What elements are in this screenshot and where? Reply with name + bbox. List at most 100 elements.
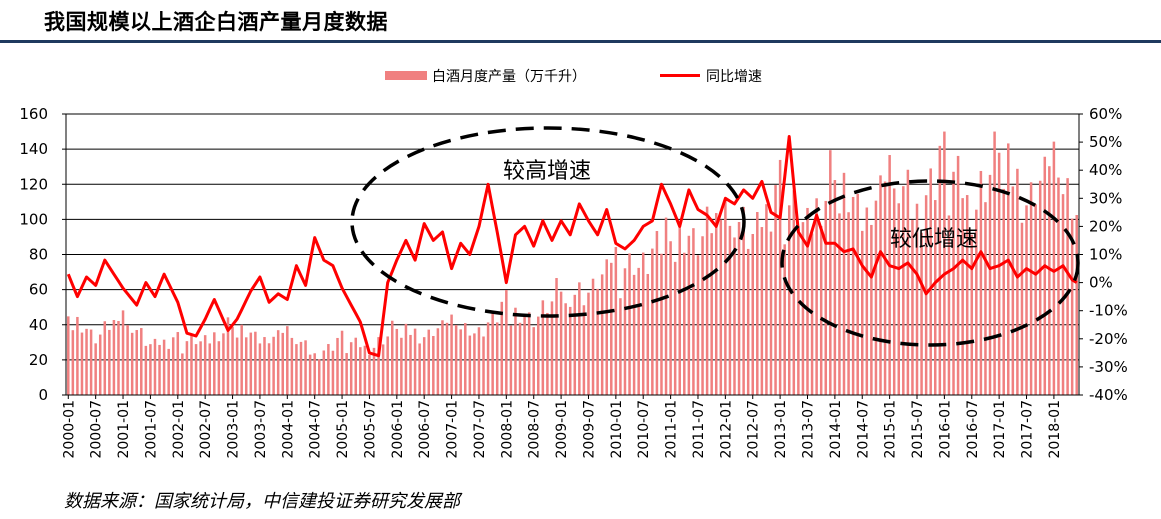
bar-2003-07 bbox=[258, 343, 262, 395]
bar-2004-10 bbox=[327, 344, 330, 395]
bar-2011-09 bbox=[705, 206, 709, 395]
bar-2001-07 bbox=[149, 344, 152, 395]
x-tick-label: 2018-01 bbox=[1047, 400, 1063, 459]
bar-2006-08 bbox=[427, 329, 431, 395]
x-tick-label: 2010-01 bbox=[609, 400, 625, 459]
bar-2007-08 bbox=[482, 336, 485, 395]
bar-2017-06 bbox=[1020, 222, 1024, 395]
bar-2012-05 bbox=[742, 206, 745, 395]
bar-2016-12 bbox=[993, 131, 996, 395]
bar-2001-09 bbox=[158, 344, 161, 395]
bar-2013-10 bbox=[819, 225, 823, 395]
bar-2014-08 bbox=[865, 207, 869, 395]
bar-2010-01 bbox=[614, 247, 618, 395]
bar-2018-06 bbox=[1075, 215, 1078, 395]
y-right-tick-label: 40% bbox=[1089, 161, 1122, 179]
legend-bar-swatch bbox=[385, 71, 427, 80]
bar-2013-08 bbox=[810, 233, 814, 395]
bar-2007-06 bbox=[473, 333, 476, 395]
bar-2017-08 bbox=[1029, 182, 1033, 395]
annotation-high: 较高增速 bbox=[350, 126, 746, 318]
y-right-tick-label: 20% bbox=[1089, 217, 1122, 235]
annotation-low: 较低增速 bbox=[780, 179, 1080, 347]
bar-2002-11 bbox=[222, 333, 225, 395]
x-tick-label: 2011-01 bbox=[664, 400, 680, 459]
bar-2017-02 bbox=[1002, 188, 1005, 395]
x-tick-label: 2013-01 bbox=[773, 400, 789, 459]
bar-2004-01 bbox=[286, 326, 289, 395]
page-title: 我国规模以上酒企白酒产量月度数据 bbox=[44, 10, 388, 34]
bar-2016-03 bbox=[952, 171, 955, 395]
bar-2014-04 bbox=[847, 212, 850, 395]
x-tick-label: 2000-01 bbox=[61, 400, 77, 459]
bar-2014-11 bbox=[879, 175, 882, 395]
y-right-tick-label: 60% bbox=[1089, 105, 1122, 123]
bar-2015-08 bbox=[920, 232, 923, 395]
x-tick-label: 2002-07 bbox=[198, 400, 214, 459]
x-tick-label: 2008-01 bbox=[499, 400, 515, 459]
x-tick-label: 2008-07 bbox=[527, 400, 543, 459]
x-tick-label: 2016-07 bbox=[965, 400, 981, 459]
x-tick-label: 2006-07 bbox=[417, 400, 433, 459]
bar-2010-08 bbox=[646, 273, 650, 395]
bar-2004-03 bbox=[295, 344, 298, 395]
x-tick-label: 2009-07 bbox=[581, 400, 597, 459]
bar-2003-10 bbox=[272, 336, 275, 395]
y-left-tick-label: 120 bbox=[19, 175, 48, 193]
bar-2018-03 bbox=[1061, 194, 1065, 395]
bar-2016-05 bbox=[961, 198, 964, 395]
bar-2008-08 bbox=[537, 316, 540, 395]
bar-series bbox=[67, 131, 1078, 395]
bar-2014-09 bbox=[870, 224, 873, 395]
bar-2012-04 bbox=[737, 222, 741, 395]
bar-2005-07 bbox=[368, 354, 371, 395]
x-tick-label: 2000-07 bbox=[89, 400, 105, 459]
bar-2011-12 bbox=[719, 219, 723, 395]
annotation-low-label: 较低增速 bbox=[890, 227, 978, 252]
y-right-tick-label: -10% bbox=[1089, 302, 1128, 320]
bar-2003-09 bbox=[267, 343, 271, 395]
y-right-tick-label: -40% bbox=[1089, 386, 1128, 404]
gridlines bbox=[66, 113, 1079, 361]
bar-2002-10 bbox=[217, 341, 221, 395]
bar-2008-04 bbox=[518, 322, 522, 395]
bar-2001-12 bbox=[171, 337, 175, 395]
bar-2002-09 bbox=[213, 332, 216, 395]
yoy-growth-line bbox=[66, 135, 1078, 358]
bar-2016-04 bbox=[956, 155, 960, 395]
bar-2003-06 bbox=[254, 331, 257, 395]
y-right-tick-label: 0% bbox=[1089, 274, 1113, 292]
bar-2014-02 bbox=[838, 213, 841, 395]
bar-2010-12 bbox=[664, 217, 668, 395]
bar-2007-09 bbox=[486, 322, 490, 395]
bar-2008-02 bbox=[509, 325, 513, 395]
bar-2012-03 bbox=[733, 237, 736, 395]
bar-2015-02 bbox=[892, 188, 896, 395]
bar-2015-04 bbox=[902, 186, 905, 395]
bar-2005-05 bbox=[359, 347, 362, 395]
x-tick-label: 2017-01 bbox=[992, 400, 1008, 459]
x-tick-label: 2014-07 bbox=[855, 400, 871, 459]
bar-2013-12 bbox=[829, 150, 832, 395]
bar-2001-03 bbox=[130, 332, 134, 395]
x-tick-label: 2001-01 bbox=[116, 400, 132, 459]
y-left-tick-label: 80 bbox=[29, 246, 48, 264]
bar-2002-07 bbox=[203, 335, 207, 395]
x-tick-label: 2012-07 bbox=[746, 400, 762, 459]
bar-2012-11 bbox=[769, 231, 773, 395]
bar-2013-05 bbox=[797, 226, 800, 395]
bar-2015-06 bbox=[911, 219, 914, 395]
bar-2010-09 bbox=[651, 248, 654, 395]
bar-2011-10 bbox=[710, 233, 713, 395]
bar-2005-01 bbox=[340, 330, 344, 395]
bar-2006-12 bbox=[445, 322, 449, 395]
bar-2000-06 bbox=[89, 329, 93, 395]
axes: 0 20 40 60 80 100 120 140 160 -40% -30% -20% -10% 0% 1… bbox=[19, 105, 1127, 459]
x-tick-label: 2011-07 bbox=[691, 400, 707, 459]
bar-2003-01 bbox=[231, 326, 234, 395]
bar-2015-12 bbox=[938, 145, 942, 395]
bar-2015-05 bbox=[906, 169, 910, 395]
bar-2012-02 bbox=[728, 225, 732, 395]
bar-2002-06 bbox=[199, 341, 202, 395]
annotation-high-label: 较高增速 bbox=[503, 159, 591, 184]
